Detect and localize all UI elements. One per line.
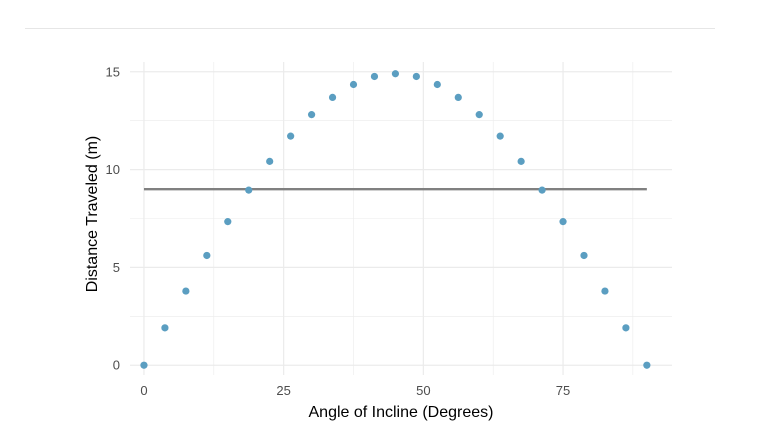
data-point <box>601 287 609 295</box>
y-tick-label: 15 <box>106 64 120 79</box>
data-point <box>412 72 420 81</box>
y-axis-title: Distance Traveled (m) <box>84 136 101 293</box>
data-point <box>203 251 211 260</box>
minor-gridlines <box>130 62 672 375</box>
data-point <box>287 132 295 140</box>
data-point <box>370 72 379 81</box>
data-point <box>307 111 316 119</box>
data-point <box>643 361 651 369</box>
data-point <box>454 93 462 102</box>
data-point <box>349 80 358 89</box>
data-point <box>496 132 504 140</box>
y-tick-label: 10 <box>106 162 120 177</box>
data-point <box>433 80 441 89</box>
data-point <box>391 70 400 78</box>
data-point <box>161 324 169 332</box>
major-gridlines <box>130 62 672 375</box>
top-divider <box>25 28 715 29</box>
data-point <box>328 93 337 102</box>
data-point <box>182 287 190 295</box>
x-tick-label: 75 <box>556 383 570 398</box>
points-layer <box>140 70 651 369</box>
x-tick-label: 25 <box>276 383 290 398</box>
data-point <box>266 157 274 165</box>
y-tick-label: 0 <box>113 358 120 373</box>
y-tick-label: 5 <box>113 260 120 275</box>
x-axis-title: Angle of Incline (Degrees) <box>309 404 494 421</box>
data-point <box>622 324 630 332</box>
data-point <box>538 186 546 194</box>
data-point <box>224 218 232 226</box>
data-point <box>245 186 253 194</box>
data-point <box>475 111 483 119</box>
y-tick-labels: 0 5 10 15 <box>106 64 120 372</box>
data-point <box>580 251 588 260</box>
x-tick-label: 50 <box>416 383 430 398</box>
data-point <box>140 361 148 369</box>
x-tick-label: 0 <box>140 383 147 398</box>
x-tick-labels: 0 25 50 75 <box>140 383 570 398</box>
data-point <box>559 218 567 226</box>
data-point <box>517 157 525 165</box>
